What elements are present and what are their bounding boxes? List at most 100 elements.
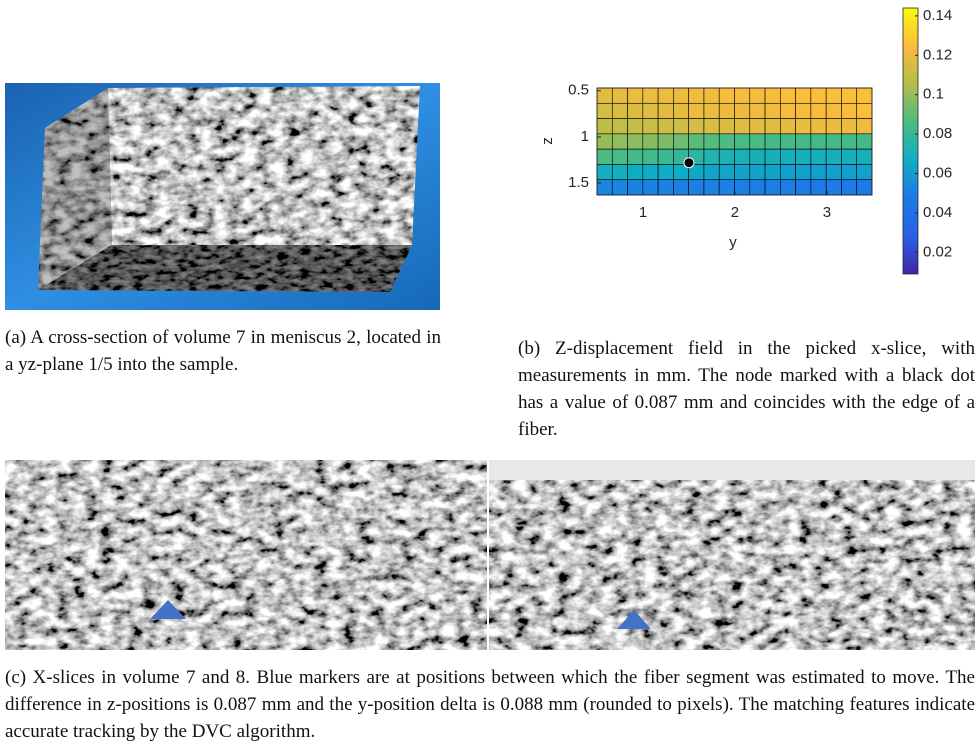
- heatmap-cell: [657, 87, 674, 104]
- heatmap-cell: [856, 164, 873, 181]
- heatmap-cell: [810, 118, 827, 135]
- heatmap-cell: [642, 118, 659, 135]
- heatmap-cell: [749, 148, 766, 165]
- heatmap-cell: [810, 87, 827, 104]
- heatmap-cell: [749, 164, 766, 181]
- heatmap-cell: [795, 118, 812, 135]
- colorbar-tick-label: 0.1: [923, 86, 944, 103]
- fiber-marker: [150, 600, 186, 619]
- heatmap-cell: [642, 179, 659, 196]
- heatmap-cell: [657, 148, 674, 165]
- heatmap-cell: [657, 118, 674, 135]
- marked-node: [683, 157, 695, 169]
- heatmap-cell: [611, 164, 628, 181]
- heatmap-cell: [718, 102, 735, 119]
- heatmap-cell: [764, 179, 781, 196]
- heatmap-cell: [841, 102, 858, 119]
- heatmap-cell: [611, 133, 628, 150]
- heatmap-cell: [841, 164, 858, 181]
- heatmap-cell: [780, 87, 796, 104]
- heatmap-cell: [734, 102, 751, 119]
- heatmap-cell: [856, 133, 873, 150]
- heatmap-cell: [734, 179, 751, 196]
- heatmap-cell: [718, 118, 735, 135]
- colorbar-tick-label: 0.02: [923, 243, 952, 260]
- heatmap-cell: [627, 148, 644, 165]
- heatmap-cell: [764, 87, 781, 104]
- heatmap-cell: [688, 102, 705, 119]
- heatmap-cell: [688, 87, 705, 104]
- heatmap-cell: [611, 87, 628, 104]
- heatmap-cell: [795, 164, 812, 181]
- colorbar-tick-label: 0.12: [923, 46, 952, 63]
- heatmap-cell: [749, 87, 766, 104]
- heatmap-cell: [764, 118, 781, 135]
- heatmap-cell: [718, 148, 735, 165]
- heatmap-cell: [795, 179, 812, 196]
- heatmap-cell: [856, 179, 873, 196]
- heatmap-cell: [673, 102, 689, 119]
- heatmap-cell: [627, 118, 644, 135]
- x-slices: [5, 460, 975, 650]
- heatmap-cell: [780, 102, 796, 119]
- heatmap-cell: [611, 102, 628, 119]
- colorbar-tick-label: 0.06: [923, 164, 952, 181]
- heatmap-cell: [825, 102, 842, 119]
- heatmap-cell: [841, 148, 858, 165]
- heatmap-cell: [642, 148, 659, 165]
- heatmap-cell: [611, 118, 628, 135]
- heatmap-cell: [825, 118, 842, 135]
- y-tick-label: 0.5: [568, 82, 589, 99]
- y-tick-label: 1: [581, 128, 589, 145]
- heatmap-cell: [703, 87, 720, 104]
- heatmap-cell: [795, 102, 812, 119]
- heatmap-cell: [825, 164, 842, 181]
- heatmap-cell: [749, 118, 766, 135]
- heatmap-cell: [596, 164, 613, 181]
- heatmap-cell: [764, 164, 781, 181]
- heatmap-cell: [749, 133, 766, 150]
- x-tick-label: 1: [639, 204, 647, 221]
- caption-c: (c) X-slices in volume 7 and 8. Blue mar…: [5, 667, 975, 742]
- x-axis-label: y: [729, 234, 737, 251]
- heatmap-cell: [734, 148, 751, 165]
- heatmap-cell: [596, 179, 613, 196]
- heatmap-cell: [673, 133, 689, 150]
- heatmap-cell: [673, 179, 689, 196]
- heatmap-cell: [688, 133, 705, 150]
- heatmap-cell: [856, 118, 873, 135]
- heatmap-cell: [841, 133, 858, 150]
- heatmap-cell: [688, 118, 705, 135]
- heatmap-cell: [627, 87, 644, 104]
- heatmap-cell: [703, 179, 720, 196]
- volume-front-face: [108, 86, 420, 245]
- heatmap-cell: [688, 179, 705, 196]
- x-tick-label: 2: [731, 204, 739, 221]
- volume-bottom-face: [38, 245, 412, 292]
- heatmap-cell: [657, 179, 674, 196]
- heatmap-cell: [657, 164, 674, 181]
- heatmap-cell: [673, 118, 689, 135]
- heatmap-cell: [795, 87, 812, 104]
- heatmap-cell: [718, 164, 735, 181]
- heatmap-cell: [611, 148, 628, 165]
- heatmap-cell: [856, 102, 873, 119]
- heatmap-cell: [795, 148, 812, 165]
- heatmap-cell: [780, 133, 796, 150]
- heatmap-cell: [642, 164, 659, 181]
- heatmap-cell: [642, 102, 659, 119]
- heatmap-cell: [810, 102, 827, 119]
- heatmap-cell: [825, 179, 842, 196]
- heatmap-cell: [764, 133, 781, 150]
- heatmap-cell: [627, 164, 644, 181]
- heatmap-cell: [703, 148, 720, 165]
- fiber-marker: [617, 610, 651, 629]
- heatmap-cell: [596, 118, 613, 135]
- heatmap-cell: [764, 148, 781, 165]
- heatmap-cell: [673, 87, 689, 104]
- y-tick-label: 1.5: [568, 174, 589, 191]
- heatmap-cell: [734, 133, 751, 150]
- caption-b: (b) Z-displacement field in the picked x…: [518, 338, 975, 440]
- heatmap-cell: [825, 148, 842, 165]
